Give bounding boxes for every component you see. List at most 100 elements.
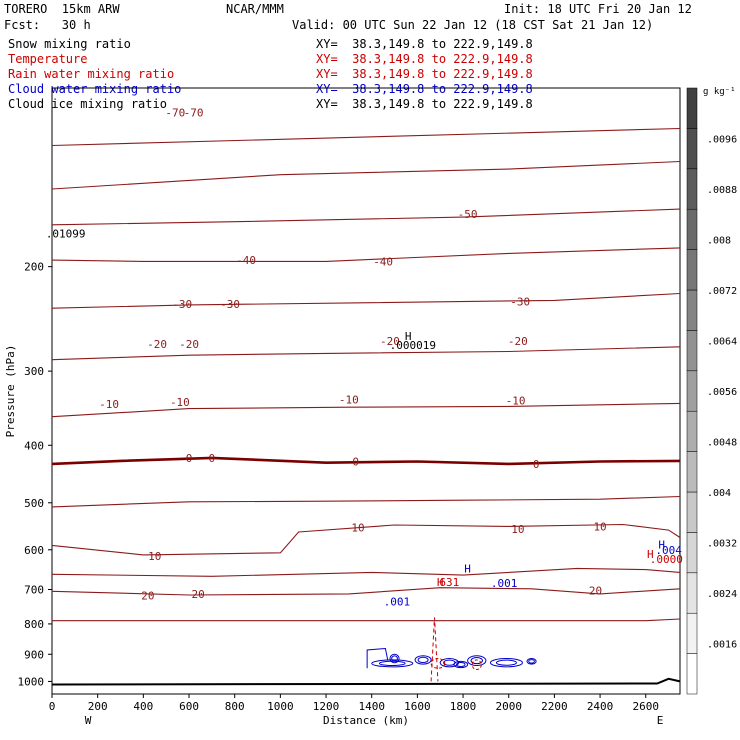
extremum-label: H [405, 330, 412, 343]
y-tick-label: 800 [24, 618, 44, 631]
y-tick-label: 400 [24, 439, 44, 452]
colorbar-cell [686, 289, 698, 331]
isotherm-line [51, 346, 681, 361]
isotherm-line [51, 456, 681, 466]
colorbar-cell [686, 168, 698, 210]
colorbar-cell [686, 330, 698, 372]
isotherm-line [52, 618, 681, 622]
cloud-water-contour [528, 659, 535, 664]
isotherm-label: 0 [209, 452, 216, 465]
isotherm-line [51, 523, 681, 556]
colorbar-tick-label: .0032 [707, 539, 737, 550]
cloud-water-contour [495, 659, 517, 666]
isotherm-label: -20 [380, 335, 400, 348]
isotherm-label: 10 [351, 521, 364, 534]
cloud-water-contour [470, 657, 483, 665]
y-tick-label: 700 [24, 584, 44, 597]
field-name: Cloud ice mixing ratio [8, 97, 167, 111]
colorbar-cell [686, 370, 698, 412]
isotherm-line [51, 495, 681, 508]
rain-contour [430, 617, 439, 682]
x-tick-label: 800 [225, 700, 245, 713]
isotherm-label: 0 [352, 456, 359, 469]
colorbar-tick-label: .0096 [707, 135, 737, 146]
isotherm-label: -20 [508, 335, 528, 348]
cloud-water-contour [417, 656, 429, 664]
field-xy: XY= 38.3,149.8 to 222.9,149.8 [316, 67, 533, 81]
isotherm-label: -40 [236, 254, 256, 267]
colorbar-unit: g kg⁻¹ [703, 87, 736, 97]
isotherm-label: 10 [511, 523, 524, 536]
colorbar-tick-label: .0024 [707, 589, 737, 600]
field-name: Temperature [8, 52, 88, 66]
colorbar-cell [686, 451, 698, 493]
x-tick-label: 2200 [541, 700, 568, 713]
field-xy: XY= 38.3,149.8 to 222.9,149.8 [316, 37, 533, 51]
extremum-label: H [647, 548, 654, 561]
isotherm-label: -40 [373, 255, 393, 268]
colorbar-cell [686, 87, 698, 129]
isotherm-line [51, 587, 681, 596]
x-tick-label: 1000 [267, 700, 294, 713]
colorbar-cell [686, 208, 698, 250]
y-tick-label: 600 [24, 544, 44, 557]
cloud-water-contour [455, 662, 466, 667]
isotherm-label: -30 [172, 298, 192, 311]
colorbar-cell [686, 249, 698, 291]
isotherm-label: -10 [339, 394, 359, 407]
cloud-water-contour [467, 655, 487, 666]
x-tick-label: 1200 [313, 700, 340, 713]
isotherm-label: -70 [184, 107, 204, 120]
center-label: NCAR/MMM [226, 2, 284, 16]
isotherm-line [51, 208, 681, 226]
rain-contour [430, 658, 446, 669]
field-xy: XY= 38.3,149.8 to 222.9,149.8 [316, 97, 533, 111]
extremum-label: H [658, 539, 665, 552]
colorbar-tick-label: .0064 [707, 337, 737, 348]
x-tick-label: 2600 [632, 700, 659, 713]
isotherm-label: -10 [506, 394, 526, 407]
plot-frame [51, 87, 681, 695]
isotherm-label: -30 [510, 296, 530, 309]
isotherm-label: -20 [147, 338, 167, 351]
model-label: TORERO 15km ARW [4, 2, 120, 16]
x-tick-label: 1400 [358, 700, 385, 713]
init-label: Init: 18 UTC Fri 20 Jan 12 [504, 2, 692, 16]
isotherm-line [51, 247, 681, 262]
isotherm-label: 10 [593, 520, 606, 533]
extremum-label: .01099 [46, 228, 86, 241]
isotherm-line [51, 402, 681, 418]
colorbar-tick-label: .004 [707, 488, 731, 499]
isotherm-label: -70 [165, 107, 185, 120]
x-end-label-right: E [657, 714, 664, 727]
y-tick-label: 300 [24, 365, 44, 378]
colorbar-cell [686, 572, 698, 614]
isotherm-label: 20 [141, 590, 154, 603]
field-name: Snow mixing ratio [8, 37, 131, 51]
x-tick-label: 1600 [404, 700, 431, 713]
cloud-water-contour [526, 658, 537, 665]
x-tick-label: 0 [49, 700, 56, 713]
isotherm-label: -30 [220, 298, 240, 311]
x-end-label-left: W [85, 714, 92, 727]
rain-contour [471, 659, 482, 671]
isotherm-label: -10 [170, 396, 190, 409]
isotherm-label: 20 [589, 585, 602, 598]
isotherm-line [51, 292, 681, 309]
isotherm-label: 20 [192, 588, 205, 601]
extremum-label: .0000 [650, 553, 683, 566]
extremum-label: .001 [384, 595, 411, 608]
cloud-water-contour [414, 655, 432, 665]
isotherm-line [51, 160, 681, 190]
isotherm-label: -10 [99, 398, 119, 411]
field-xy: XY= 38.3,149.8 to 222.9,149.8 [316, 82, 533, 96]
isotherm-label: 0 [533, 458, 540, 471]
cloud-water-contour [489, 658, 523, 668]
terrain-line [51, 677, 681, 686]
colorbar-cell [686, 128, 698, 170]
cloud-water-contour [366, 647, 389, 669]
field-name: Rain water mixing ratio [8, 67, 175, 81]
cloud-water-contour [443, 659, 456, 666]
colorbar-tick-label: .0072 [707, 286, 737, 297]
